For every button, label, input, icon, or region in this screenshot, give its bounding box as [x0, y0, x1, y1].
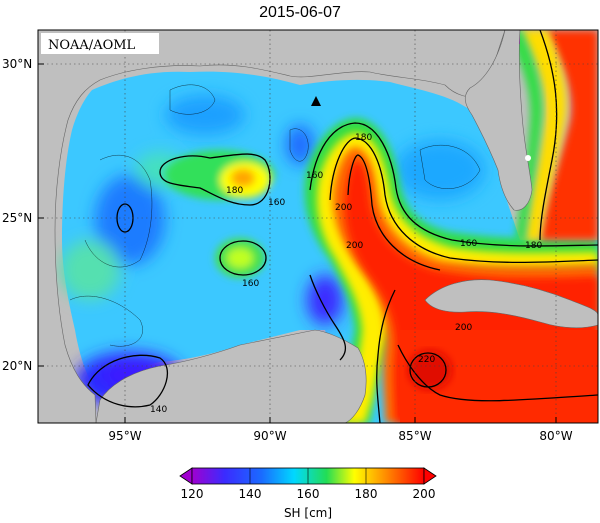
us-coast — [38, 30, 598, 423]
contour-label: 160 — [268, 198, 285, 208]
colorbar-tick-label: 160 — [297, 487, 320, 501]
contour-label: 180 — [226, 186, 243, 196]
colorbar-tick-label: 180 — [355, 487, 378, 501]
contour-label: 200 — [346, 241, 363, 251]
lon-tick-label: 95°W — [108, 429, 141, 443]
map-area: 180 160 160 180 200 160 160 180 200 200 … — [38, 30, 598, 423]
lat-tick-label: 25°N — [2, 211, 32, 225]
colorbar-high-arrow-icon — [423, 467, 437, 485]
lon-tick-label: 90°W — [253, 429, 286, 443]
contour-label: 200 — [455, 323, 472, 333]
lon-tick-label: 80°W — [539, 429, 572, 443]
contour-label: 180 — [525, 241, 542, 251]
triangle-marker-icon — [311, 96, 321, 106]
lat-tick-label: 20°N — [2, 359, 32, 373]
map-title: 2015-06-07 — [259, 4, 341, 21]
colorbar-low-arrow-icon — [179, 467, 193, 485]
colorbar-tick-label: 140 — [239, 487, 262, 501]
contour-label: 160 — [460, 239, 477, 249]
contour-lines — [87, 30, 598, 423]
colorbar-tick-label: 120 — [181, 487, 204, 501]
colorbar-tick-label: 200 — [413, 487, 436, 501]
credit-label: NOAA/AOML — [48, 38, 136, 53]
colorbar: 120 140 160 180 200 SH [cm] — [179, 467, 437, 520]
contour-label-group: 180 160 160 180 200 160 160 180 200 200 … — [150, 133, 542, 415]
colorbar-label: SH [cm] — [284, 506, 332, 520]
contour-label: 220 — [418, 355, 435, 365]
contour-label: 160 — [306, 171, 323, 181]
grid-lines — [38, 30, 598, 423]
map-frame — [37, 29, 599, 424]
contour-label: 200 — [335, 203, 352, 213]
contour-label: 140 — [150, 405, 167, 415]
contour-label: 160 — [242, 279, 259, 289]
lat-tick-label: 30°N — [2, 57, 32, 71]
contour-label: 180 — [355, 133, 372, 143]
credit-box — [41, 33, 159, 54]
lon-tick-label: 85°W — [398, 429, 431, 443]
